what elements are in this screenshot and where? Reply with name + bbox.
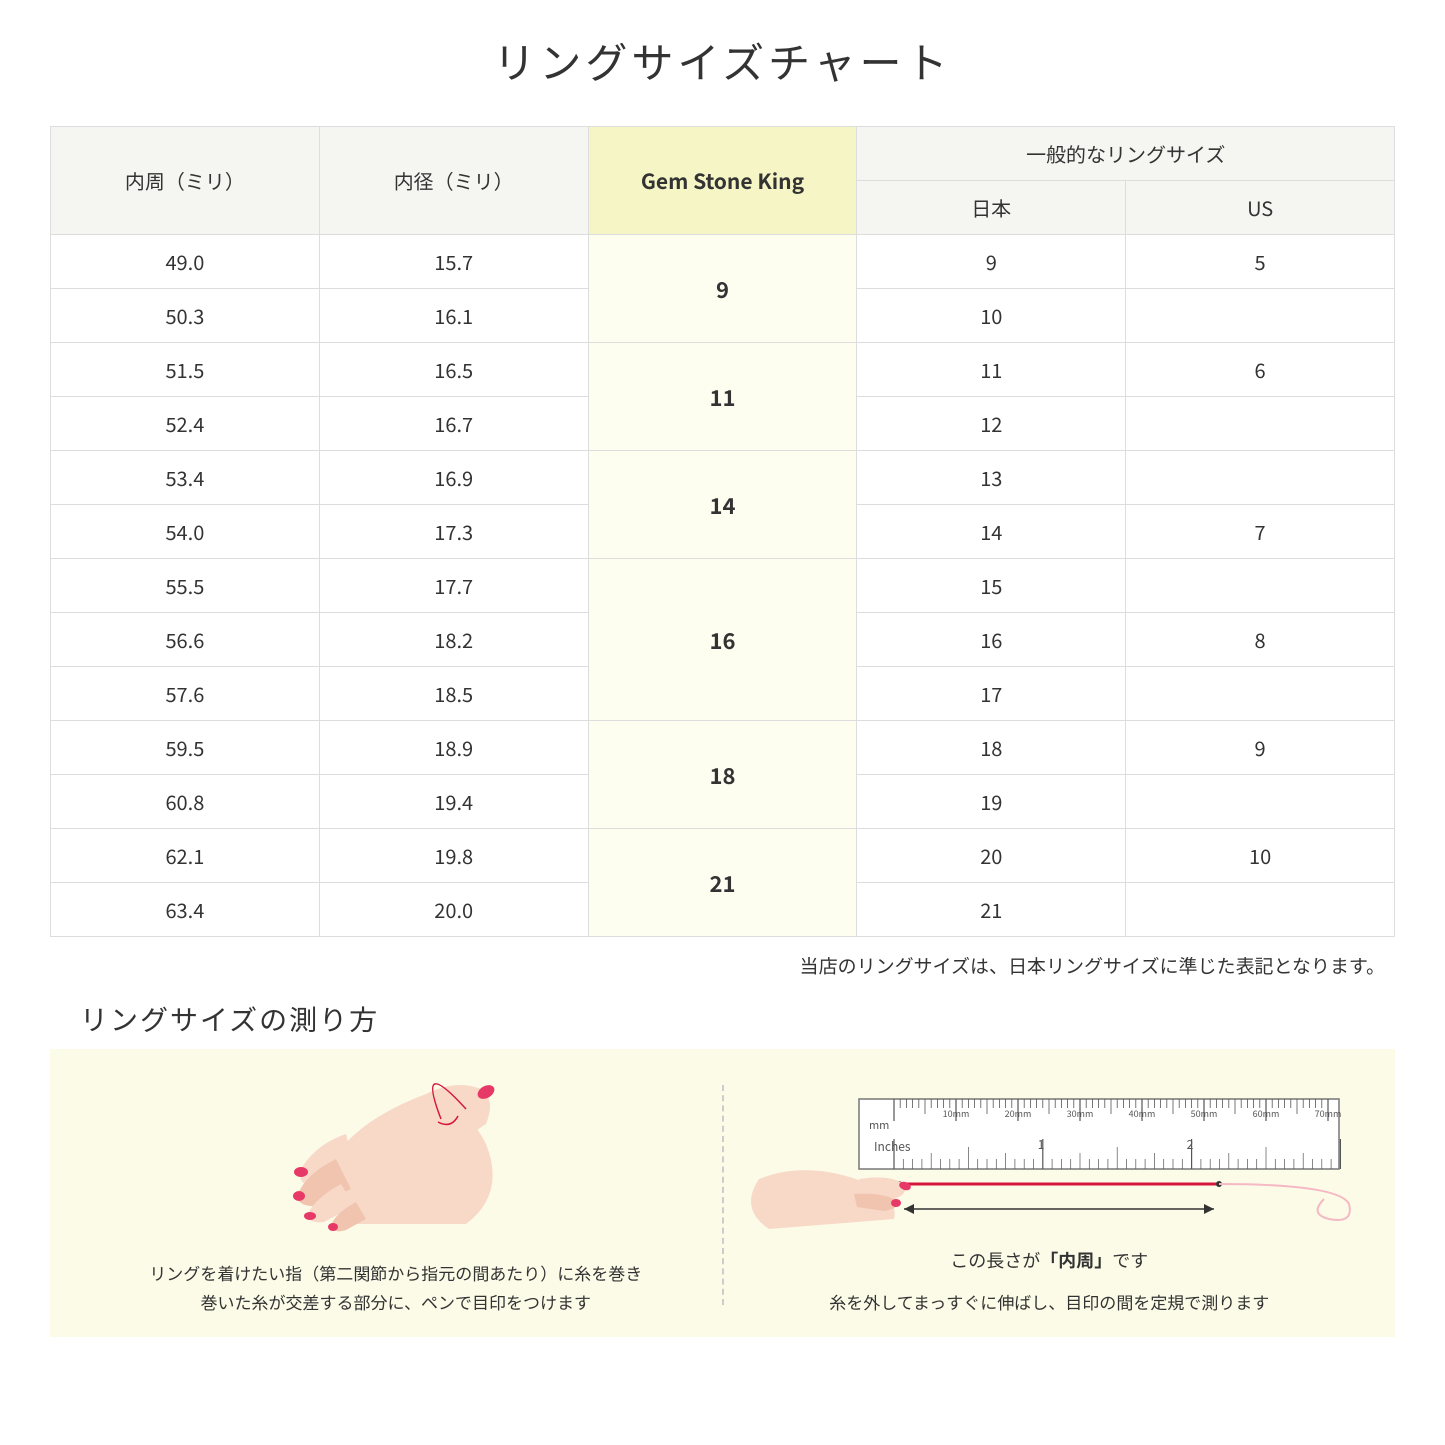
cell-us: 8 xyxy=(1126,613,1395,667)
howto-left: リングを着けたい指（第二関節から指元の間あたり）に糸を巻き 巻いた糸が交差する部… xyxy=(70,1074,722,1317)
cell-circumference: 60.8 xyxy=(51,775,320,829)
cell-circumference: 54.0 xyxy=(51,505,320,559)
svg-text:70mm: 70mm xyxy=(1315,1107,1342,1120)
header-circumference: 内周（ミリ） xyxy=(51,127,320,235)
cell-gsk: 21 xyxy=(588,829,857,937)
table-row: 49.015.7995 xyxy=(51,235,1395,289)
cell-gsk: 9 xyxy=(588,235,857,343)
cell-diameter: 17.3 xyxy=(319,505,588,559)
cell-japan: 11 xyxy=(857,343,1126,397)
header-diameter: 内径（ミリ） xyxy=(319,127,588,235)
cell-circumference: 63.4 xyxy=(51,883,320,937)
svg-text:50mm: 50mm xyxy=(1191,1107,1218,1120)
howto-right-text: 糸を外してまっすぐに伸ばし、目印の間を定規で測ります xyxy=(829,1288,1269,1317)
cell-us: 6 xyxy=(1126,343,1395,397)
ruler-label: この長さが「内周」です xyxy=(950,1247,1148,1273)
cell-diameter: 20.0 xyxy=(319,883,588,937)
cell-japan: 19 xyxy=(857,775,1126,829)
cell-japan: 14 xyxy=(857,505,1126,559)
svg-text:1: 1 xyxy=(1038,1136,1045,1153)
cell-diameter: 15.7 xyxy=(319,235,588,289)
cell-japan: 21 xyxy=(857,883,1126,937)
cell-japan: 10 xyxy=(857,289,1126,343)
cell-gsk: 11 xyxy=(588,343,857,451)
cell-us: 7 xyxy=(1126,505,1395,559)
cell-circumference: 50.3 xyxy=(51,289,320,343)
page-title: リングサイズチャート xyxy=(50,30,1395,91)
cell-diameter: 19.8 xyxy=(319,829,588,883)
svg-text:2: 2 xyxy=(1187,1136,1194,1153)
cell-circumference: 52.4 xyxy=(51,397,320,451)
table-row: 62.119.8212010 xyxy=(51,829,1395,883)
cell-us xyxy=(1126,397,1395,451)
howto-panel: リングを着けたい指（第二関節から指元の間あたり）に糸を巻き 巻いた糸が交差する部… xyxy=(50,1049,1395,1337)
cell-diameter: 19.4 xyxy=(319,775,588,829)
cell-diameter: 18.2 xyxy=(319,613,588,667)
cell-us: 9 xyxy=(1126,721,1395,775)
cell-gsk: 18 xyxy=(588,721,857,829)
cell-us xyxy=(1126,883,1395,937)
cell-diameter: 16.5 xyxy=(319,343,588,397)
cell-us xyxy=(1126,451,1395,505)
cell-diameter: 17.7 xyxy=(319,559,588,613)
howto-left-text: リングを着けたい指（第二関節から指元の間あたり）に糸を巻き 巻いた糸が交差する部… xyxy=(149,1259,642,1317)
svg-text:60mm: 60mm xyxy=(1253,1107,1280,1120)
cell-japan: 17 xyxy=(857,667,1126,721)
cell-gsk: 16 xyxy=(588,559,857,721)
cell-japan: 9 xyxy=(857,235,1126,289)
cell-circumference: 62.1 xyxy=(51,829,320,883)
table-row: 55.517.71615 xyxy=(51,559,1395,613)
hand-wrap-illustration xyxy=(226,1074,566,1244)
cell-diameter: 18.9 xyxy=(319,721,588,775)
header-gsk: Gem Stone King xyxy=(588,127,857,235)
svg-text:Inches: Inches xyxy=(874,1138,911,1155)
cell-circumference: 51.5 xyxy=(51,343,320,397)
cell-diameter: 16.7 xyxy=(319,397,588,451)
header-us: US xyxy=(1126,181,1395,235)
cell-us xyxy=(1126,559,1395,613)
cell-us xyxy=(1126,289,1395,343)
svg-text:10mm: 10mm xyxy=(943,1107,970,1120)
svg-text:mm: mm xyxy=(869,1117,889,1133)
svg-text:30mm: 30mm xyxy=(1067,1107,1094,1120)
howto-right: 10mm 20mm 30mm 40mm 50mm 60mm 70mm 1 2 mm Inches… xyxy=(724,1074,1376,1317)
cell-circumference: 59.5 xyxy=(51,721,320,775)
cell-gsk: 14 xyxy=(588,451,857,559)
cell-japan: 15 xyxy=(857,559,1126,613)
cell-japan: 20 xyxy=(857,829,1126,883)
cell-us xyxy=(1126,667,1395,721)
cell-us xyxy=(1126,775,1395,829)
table-note: 当店のリングサイズは、日本リングサイズに準じた表記となります。 xyxy=(50,952,1395,979)
svg-text:20mm: 20mm xyxy=(1005,1107,1032,1120)
cell-japan: 13 xyxy=(857,451,1126,505)
cell-circumference: 55.5 xyxy=(51,559,320,613)
ring-size-table: 内周（ミリ） 内径（ミリ） Gem Stone King 一般的なリングサイズ … xyxy=(50,126,1395,937)
howto-title: リングサイズの測り方 xyxy=(80,999,1395,1039)
cell-us: 10 xyxy=(1126,829,1395,883)
svg-text:40mm: 40mm xyxy=(1129,1107,1156,1120)
table-row: 53.416.91413 xyxy=(51,451,1395,505)
cell-diameter: 18.5 xyxy=(319,667,588,721)
header-japan: 日本 xyxy=(857,181,1126,235)
cell-diameter: 16.1 xyxy=(319,289,588,343)
ruler-illustration: 10mm 20mm 30mm 40mm 50mm 60mm 70mm 1 2 mm Inches xyxy=(739,1089,1359,1239)
cell-circumference: 57.6 xyxy=(51,667,320,721)
cell-circumference: 53.4 xyxy=(51,451,320,505)
cell-us: 5 xyxy=(1126,235,1395,289)
cell-circumference: 56.6 xyxy=(51,613,320,667)
table-row: 51.516.511116 xyxy=(51,343,1395,397)
cell-japan: 12 xyxy=(857,397,1126,451)
cell-japan: 16 xyxy=(857,613,1126,667)
cell-circumference: 49.0 xyxy=(51,235,320,289)
header-general: 一般的なリングサイズ xyxy=(857,127,1395,181)
table-row: 59.518.918189 xyxy=(51,721,1395,775)
cell-japan: 18 xyxy=(857,721,1126,775)
cell-diameter: 16.9 xyxy=(319,451,588,505)
